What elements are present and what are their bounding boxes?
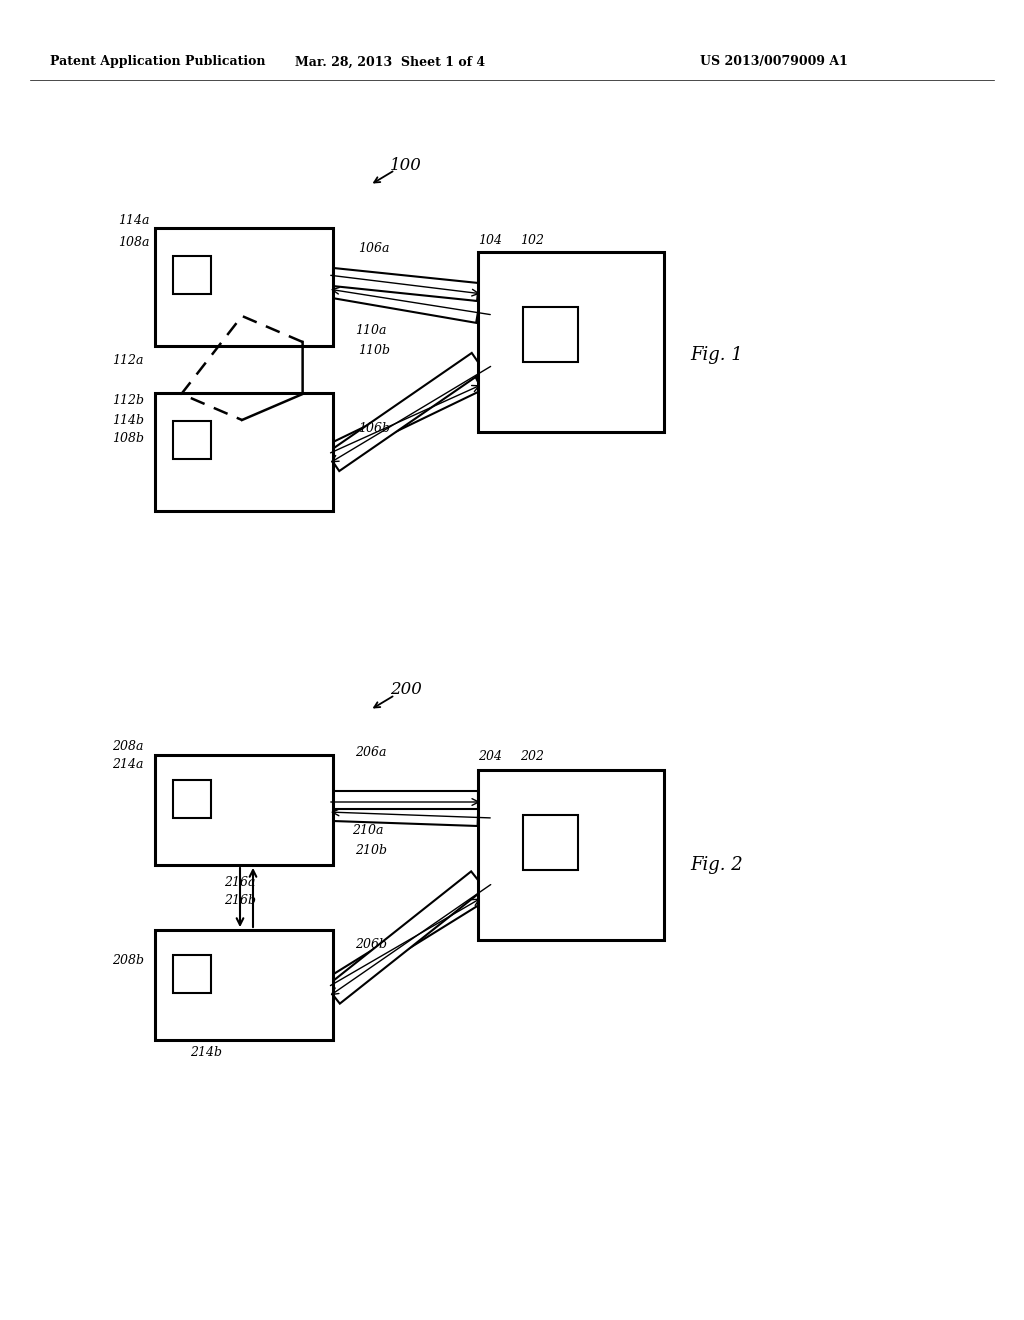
Text: 208a: 208a — [112, 739, 143, 752]
Text: Fig. 1: Fig. 1 — [690, 346, 742, 364]
Polygon shape — [329, 887, 482, 993]
Text: 114b: 114b — [112, 413, 144, 426]
Bar — [155, 931, 333, 1040]
Polygon shape — [333, 799, 478, 826]
Bar — [478, 252, 664, 432]
Text: Fig. 2: Fig. 2 — [690, 855, 742, 874]
Bar — [523, 308, 578, 362]
Text: 110b: 110b — [358, 343, 390, 356]
Text: 106a: 106a — [358, 242, 389, 255]
Bar — [478, 770, 664, 940]
Text: Patent Application Publication: Patent Application Publication — [50, 55, 265, 69]
Text: 216a: 216a — [224, 875, 256, 888]
Text: 210b: 210b — [355, 843, 387, 857]
Text: 204: 204 — [478, 751, 502, 763]
Bar — [173, 954, 211, 993]
Text: US 2013/0079009 A1: US 2013/0079009 A1 — [700, 55, 848, 69]
Text: 112a: 112a — [112, 354, 143, 367]
Text: 200: 200 — [390, 681, 422, 698]
Bar — [173, 256, 211, 294]
Polygon shape — [331, 276, 480, 323]
Bar — [155, 393, 333, 511]
Text: 216b: 216b — [224, 894, 256, 907]
Polygon shape — [329, 374, 482, 461]
Polygon shape — [332, 268, 479, 301]
Bar — [173, 421, 211, 459]
Text: 214b: 214b — [190, 1045, 222, 1059]
Bar — [155, 228, 333, 346]
Text: 202: 202 — [520, 751, 544, 763]
Bar — [173, 780, 211, 818]
Polygon shape — [327, 352, 484, 471]
Text: 210a: 210a — [352, 824, 384, 837]
Polygon shape — [327, 871, 484, 1003]
Text: 110a: 110a — [355, 323, 386, 337]
Text: 108a: 108a — [118, 235, 150, 248]
Text: 114a: 114a — [118, 214, 150, 227]
Bar — [155, 755, 333, 865]
Text: 112b: 112b — [112, 393, 144, 407]
Text: 206a: 206a — [355, 746, 386, 759]
Text: 100: 100 — [390, 157, 422, 173]
Text: 206b: 206b — [355, 939, 387, 952]
Text: Mar. 28, 2013  Sheet 1 of 4: Mar. 28, 2013 Sheet 1 of 4 — [295, 55, 485, 69]
Text: 106b: 106b — [358, 421, 390, 434]
Text: 102: 102 — [520, 234, 544, 247]
Text: 214a: 214a — [112, 759, 143, 771]
Text: 208b: 208b — [112, 953, 144, 966]
Text: 108b: 108b — [112, 432, 144, 445]
Polygon shape — [333, 791, 478, 809]
Text: 104: 104 — [478, 234, 502, 247]
Bar — [523, 814, 578, 870]
